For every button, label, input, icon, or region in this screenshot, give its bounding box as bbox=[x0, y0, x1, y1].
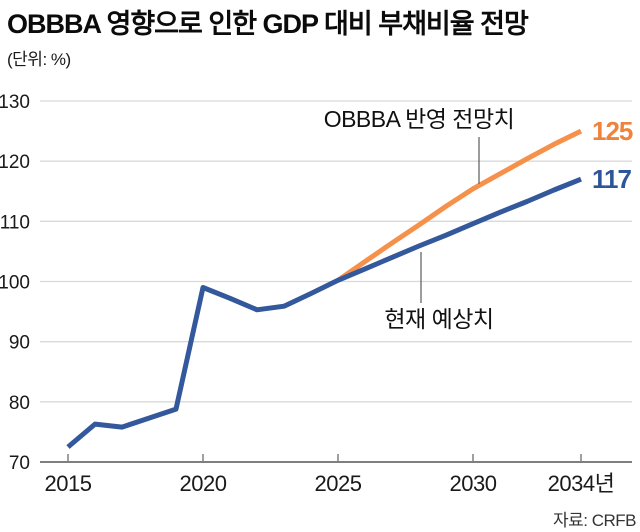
gridlines-layer bbox=[40, 100, 632, 463]
y-tick-label: 110 bbox=[0, 212, 30, 233]
x-tick-label: 2015 bbox=[45, 471, 92, 496]
x-tick-label: 2020 bbox=[180, 471, 227, 496]
y-tick-label: 90 bbox=[9, 333, 30, 354]
x-tick-label: 2025 bbox=[315, 471, 362, 496]
y-tick-label: 70 bbox=[9, 453, 30, 474]
axis-layer: 70 80 90 100 110 120 130 2015 2020 2025 2030 2034년 bbox=[0, 92, 615, 496]
current-series-label: 현재 예상치 bbox=[384, 306, 493, 332]
series-layer bbox=[66, 128, 583, 449]
y-tick-label: 120 bbox=[0, 152, 30, 173]
current-end-value-label: 117 bbox=[592, 164, 631, 194]
x-tick-label: 2030 bbox=[450, 471, 497, 496]
page-title: OBBBA 영향으로 인한 GDP 대비 부채비율 전망 bbox=[7, 9, 529, 39]
y-tick-label: 130 bbox=[0, 92, 30, 113]
unit-label: (단위: %) bbox=[7, 50, 71, 69]
y-tick-label: 100 bbox=[0, 273, 30, 294]
series-line-obbba bbox=[336, 128, 583, 283]
source-label: 자료: CRFB bbox=[552, 511, 637, 530]
obbba-series-label: OBBBA 반영 전망치 bbox=[324, 106, 515, 132]
series-line-current bbox=[66, 176, 582, 449]
obbba-end-value-label: 125 bbox=[592, 116, 633, 146]
x-tick-label: 2034년 bbox=[548, 471, 615, 496]
annotations-layer: OBBBA 반영 전망치 현재 예상치 125 117 bbox=[324, 106, 634, 332]
y-tick-label: 80 bbox=[9, 393, 30, 414]
